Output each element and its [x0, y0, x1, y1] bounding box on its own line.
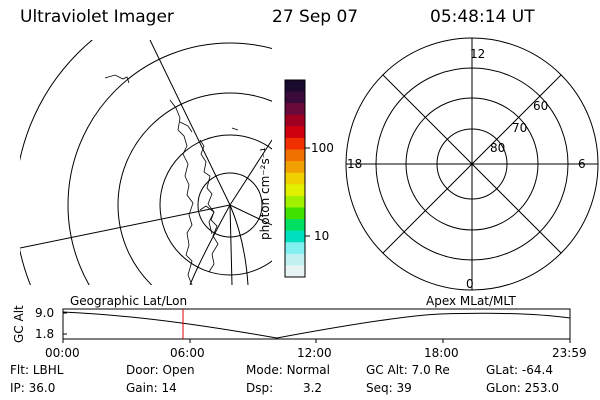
colorbar-segment — [285, 230, 305, 243]
timeline-x-tick: 18:00 — [424, 346, 459, 360]
colorbar-segment — [285, 265, 305, 278]
colorbar-segment — [285, 80, 305, 93]
colorbar-segment — [285, 253, 305, 266]
meridian — [20, 204, 231, 249]
colorbar-segment — [285, 161, 305, 174]
colorbar-tick-100: 100 — [311, 141, 334, 155]
timeline-y-tick: 9.0 — [35, 306, 55, 320]
filter-value: LBHL — [32, 363, 64, 377]
altitude-curve — [62, 311, 571, 339]
mlt-label-18: 18 — [347, 157, 363, 171]
coastline — [231, 127, 239, 131]
lat-label-60: 60 — [533, 99, 549, 113]
glat-field: GLat: -64.4 — [486, 363, 553, 377]
colorbar-segment — [285, 172, 305, 185]
meridian — [229, 139, 272, 206]
seq-field: Seq: 39 — [366, 381, 412, 395]
lat-circle — [197, 172, 263, 238]
colorbar-segment — [285, 242, 305, 255]
filter-field: Flt: LBHL — [10, 363, 64, 377]
glat-value: -64.4 — [521, 363, 553, 377]
dsp-field: Dsp: 3.2 — [246, 381, 323, 395]
ip-value: 36.0 — [28, 381, 56, 395]
mode-value: Normal — [286, 363, 330, 377]
gain-value: 14 — [161, 381, 177, 395]
meridian — [189, 204, 231, 285]
seq-value: 39 — [396, 381, 412, 395]
colorbar-segment — [285, 126, 305, 139]
meridian — [149, 40, 231, 206]
colorbar — [285, 80, 305, 278]
colorbar-unit-label: photon cm⁻²s⁻¹ — [258, 147, 272, 240]
gain-field: Gain: 14 — [126, 381, 177, 395]
lat-circle — [20, 40, 94, 285]
colorbar-segment — [285, 114, 305, 127]
timeline-x-tick: 23:59 — [552, 346, 587, 360]
meridian — [229, 204, 272, 226]
timeline-y-tick: 1.8 — [35, 327, 55, 341]
coastline — [199, 205, 219, 273]
coastline — [169, 99, 194, 285]
mlt-label-0: 0 — [466, 277, 474, 291]
lat-label-80: 80 — [490, 141, 506, 155]
time-label: 05:48:14 UT — [430, 7, 535, 27]
lat-label-70: 70 — [512, 121, 528, 135]
meridian — [229, 204, 233, 285]
timeline-x-tick: 12:00 — [297, 346, 332, 360]
timeline-x-tick: 00:00 — [45, 346, 80, 360]
glon-field: GLon: 253.0 — [486, 381, 559, 395]
instrument-title: Ultraviolet Imager — [20, 7, 174, 27]
timeline-left-label: Geographic Lat/Lon — [70, 294, 188, 308]
door-field: Door: Open — [126, 363, 195, 377]
colorbar-segment — [285, 103, 305, 116]
mlt-label-6: 6 — [578, 157, 586, 171]
gc-alt-field: GC Alt: 7.0 Re — [366, 363, 450, 377]
colorbar-segment — [285, 184, 305, 197]
glon-value: 253.0 — [524, 381, 559, 395]
dsp-value: 3.2 — [302, 381, 323, 395]
lat-circle — [67, 42, 272, 285]
timeline-plot — [62, 308, 571, 343]
lat-circle — [117, 92, 272, 285]
meridian — [229, 204, 249, 285]
timeline-x-tick: 06:00 — [170, 346, 205, 360]
lat-circle — [159, 134, 272, 276]
colorbar-segment — [285, 195, 305, 208]
mlt-label-12: 12 — [470, 47, 486, 61]
timeline-right-label: Apex MLat/MLT — [426, 294, 516, 308]
colorbar-tick-10: 10 — [314, 229, 330, 243]
colorbar-segment — [285, 149, 305, 162]
colorbar-segment — [285, 207, 305, 220]
polar-plot — [345, 37, 599, 291]
coastline — [104, 74, 130, 84]
colorbar-segment — [285, 137, 305, 151]
date-label: 27 Sep 07 — [272, 7, 359, 27]
colorbar-segment — [285, 91, 305, 104]
gc-alt-value: 7.0 Re — [411, 363, 450, 377]
ip-field: IP: 36.0 — [10, 381, 56, 395]
door-value: Open — [162, 363, 195, 377]
timeline-y-axis-label: GC Alt — [12, 305, 26, 343]
mode-field: Mode: Normal — [246, 363, 330, 377]
colorbar-segment — [285, 219, 305, 232]
coastline — [179, 121, 193, 133]
